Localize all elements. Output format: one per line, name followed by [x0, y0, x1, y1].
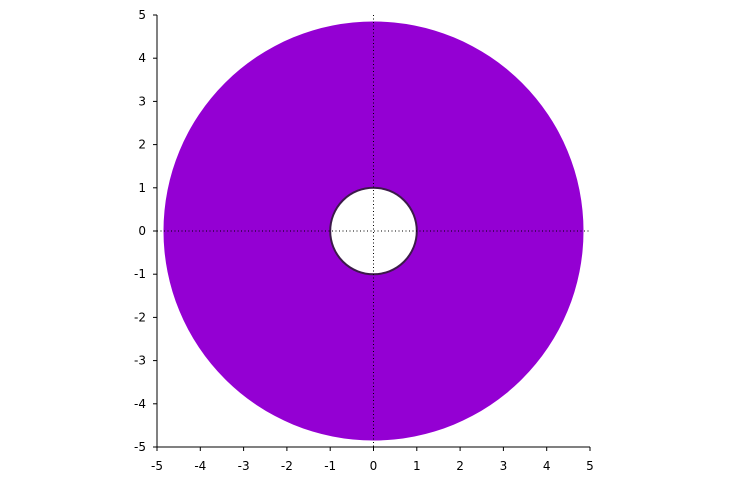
y-tick-label: -4: [134, 397, 146, 411]
y-tick-label: 0: [138, 224, 146, 238]
x-tick-label: 1: [413, 459, 421, 473]
x-tick-label: -4: [194, 459, 206, 473]
y-tick-label: 3: [138, 94, 146, 108]
x-tick-label: -5: [151, 459, 163, 473]
x-tick-label: 5: [586, 459, 594, 473]
x-axis: -5 -4 -3 -2 -1 0 1 2 3 4 5: [151, 446, 594, 473]
y-tick-label: 1: [138, 181, 146, 195]
chart-area: [157, 15, 590, 447]
y-tick-label: -3: [134, 354, 146, 368]
y-tick-label: 2: [138, 138, 146, 152]
y-tick-label: 5: [138, 8, 146, 22]
x-tick-label: 0: [370, 459, 378, 473]
x-tick-label: 4: [543, 459, 551, 473]
y-tick-label: -2: [134, 310, 146, 324]
x-tick-label: -1: [324, 459, 336, 473]
x-tick-label: -3: [238, 459, 250, 473]
annulus-fill: [163, 21, 584, 441]
x-tick-label: -2: [281, 459, 293, 473]
x-tick-label: 3: [500, 459, 508, 473]
y-axis: 5 4 3 2 1 0 -1 -2 -3 -4 -5: [134, 8, 158, 454]
x-tick-label: 2: [456, 459, 464, 473]
y-tick-label: 4: [138, 51, 146, 65]
y-tick-label: -1: [134, 267, 146, 281]
y-tick-label: -5: [134, 440, 146, 454]
